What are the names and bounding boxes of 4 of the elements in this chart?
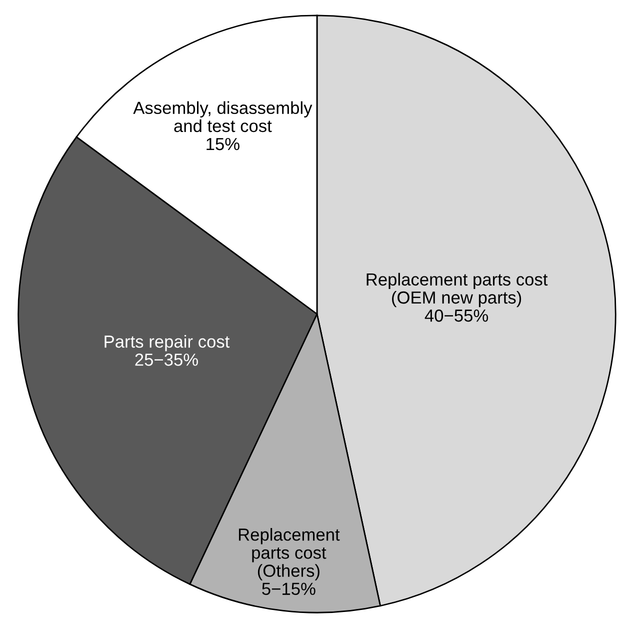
slice-label: Replacement parts cost (OEM new parts) 40−55% [366,272,548,322]
slice-label: Replacement parts cost (Others) 5−15% [238,528,340,595]
slice-label: Parts repair cost 25−35% [104,335,230,366]
slice-label: Assembly, disassembly and test cost 15% [133,101,312,150]
